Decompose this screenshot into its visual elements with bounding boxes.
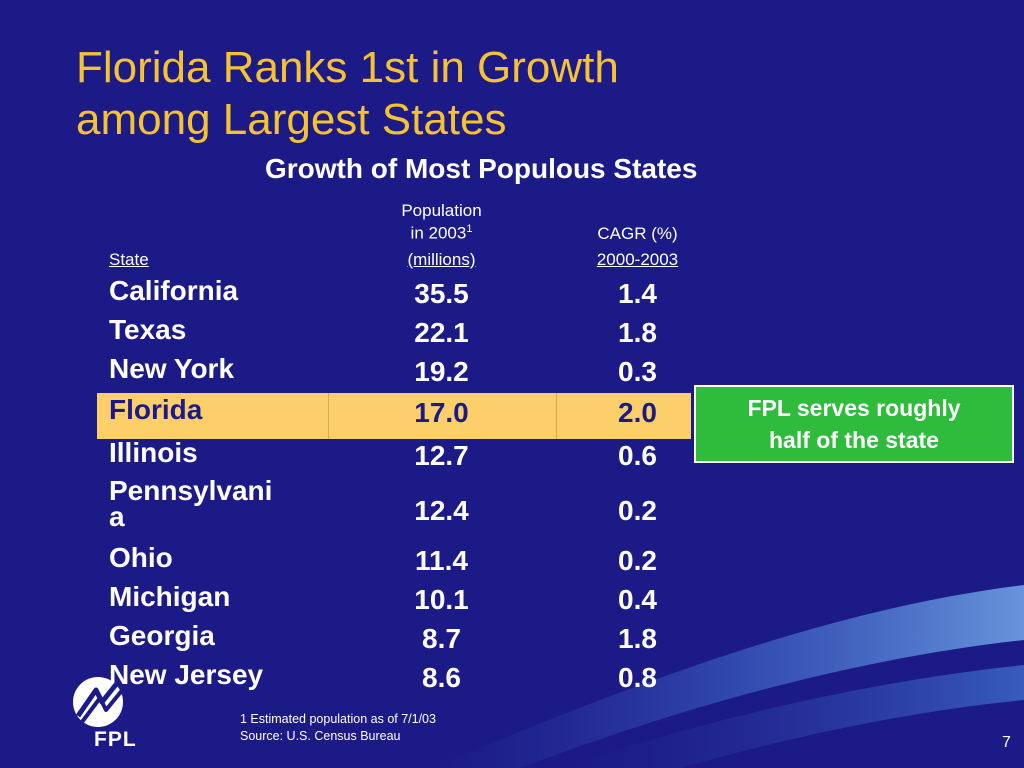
- population-cell: 17.0: [414, 397, 469, 428]
- title-line-2: among Largest States: [76, 95, 507, 144]
- population-cell: 12.7: [414, 440, 469, 471]
- cagr-cell: 2.0: [618, 397, 657, 428]
- callout-line-2: half of the state: [769, 427, 939, 453]
- callout-box: FPL serves roughly half of the state: [694, 385, 1014, 463]
- cagr-cell: 1.8: [618, 623, 657, 654]
- slide-title: Florida Ranks 1st in Growth among Larges…: [76, 42, 836, 146]
- state-cell: California: [109, 275, 239, 306]
- header-cagr: CAGR (%) 2000-2003: [560, 224, 715, 269]
- population-cell: 10.1: [414, 584, 469, 615]
- state-cell: Florida: [109, 394, 203, 425]
- header-state-label: State: [109, 250, 149, 269]
- population-cell: 12.4: [414, 495, 469, 526]
- callout-line-1: FPL serves roughly: [747, 395, 961, 421]
- title-line-1: Florida Ranks 1st in Growth: [76, 43, 619, 92]
- cagr-cell: 0.3: [618, 356, 657, 387]
- footnote-line-2: Source: U.S. Census Bureau: [240, 729, 401, 743]
- fpl-logo-text: FPL: [94, 728, 137, 751]
- cagr-cell: 1.4: [618, 278, 657, 309]
- population-cell: 35.5: [414, 278, 469, 309]
- header-pop-line-3: (millions): [407, 249, 476, 269]
- population-cell: 11.4: [415, 545, 468, 576]
- footnote-line-1: 1 Estimated population as of 7/1/03: [240, 712, 436, 726]
- cagr-cell: 0.6: [618, 440, 657, 471]
- cagr-cell: 1.8: [618, 317, 657, 348]
- fpl-logo-icon: [73, 677, 126, 727]
- footnote-marker: 1: [466, 223, 473, 235]
- population-cell: 22.1: [414, 317, 469, 348]
- cagr-cell: 0.4: [618, 584, 657, 615]
- cagr-cell: 0.8: [618, 662, 657, 693]
- page-number: 7: [1002, 734, 1011, 751]
- column-divider: [328, 393, 329, 439]
- state-cell: Texas: [109, 314, 187, 345]
- header-pop-line-2: in 20031: [410, 223, 473, 243]
- footnote: 1 Estimated population as of 7/1/03 Sour…: [240, 711, 436, 745]
- header-state: State: [109, 250, 149, 269]
- state-cell: Pennsylvani a: [109, 475, 314, 532]
- population-cell: 19.2: [414, 356, 469, 387]
- state-cell: Illinois: [109, 437, 198, 468]
- header-cagr-line-1: CAGR (%): [597, 224, 678, 243]
- table-subtitle: Growth of Most Populous States: [265, 153, 698, 184]
- state-cell: Georgia: [109, 620, 215, 651]
- cagr-cell: 0.2: [618, 545, 657, 576]
- state-cell: New York: [109, 353, 235, 384]
- state-line-2: a: [109, 501, 125, 532]
- header-cagr-line-2: 2000-2003: [596, 250, 679, 269]
- state-cell: New Jersey: [109, 659, 264, 690]
- column-divider: [556, 393, 557, 439]
- population-cell: 8.7: [422, 623, 461, 654]
- header-pop-line-1: Population: [401, 201, 482, 220]
- state-line-1: Pennsylvani: [109, 475, 273, 506]
- state-cell: Ohio: [109, 542, 173, 573]
- header-population: Population in 20031 (millions): [350, 201, 533, 269]
- florida-highlight: [97, 393, 691, 439]
- population-cell: 8.6: [422, 662, 461, 693]
- cagr-cell: 0.2: [618, 495, 657, 526]
- state-cell: Michigan: [109, 581, 231, 612]
